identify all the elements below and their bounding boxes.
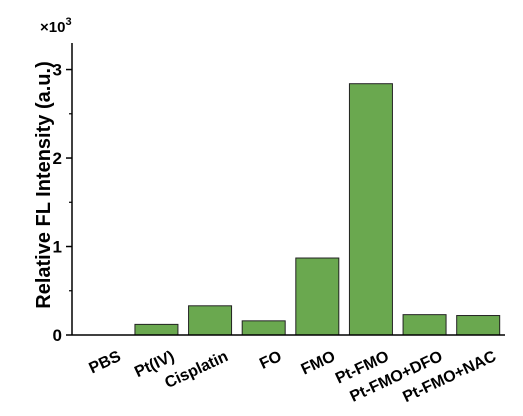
x-category-label: PBS [87,348,124,377]
y-multiplier: ×103 [40,16,72,36]
y-tick-label: 2 [53,149,62,168]
bars-group [134,83,501,336]
x-category-label: FO [257,348,284,373]
y-multiplier-base: ×10 [40,19,65,36]
bar [134,323,179,336]
bar [188,305,233,336]
y-tick-label: 1 [53,238,62,257]
y-ticks-group: 0 1 2 3 [53,61,72,345]
y-axis-title: Relative FL Intensity (a.u.) [33,61,55,308]
y-tick-label: 0 [53,326,62,345]
x-category-label: FMO [299,348,338,378]
x-labels-group: PBS Pt(IV)Cisplatin FO FMOPt-FMOPt-FMO+DFOP… [87,348,500,406]
y-tick-label: 3 [53,61,62,80]
bar [241,320,286,336]
axes-group [71,43,505,336]
bar [402,314,447,336]
bar [348,83,393,336]
bar [295,257,340,336]
y-multiplier-exp: 3 [65,16,71,28]
bar [456,315,501,336]
